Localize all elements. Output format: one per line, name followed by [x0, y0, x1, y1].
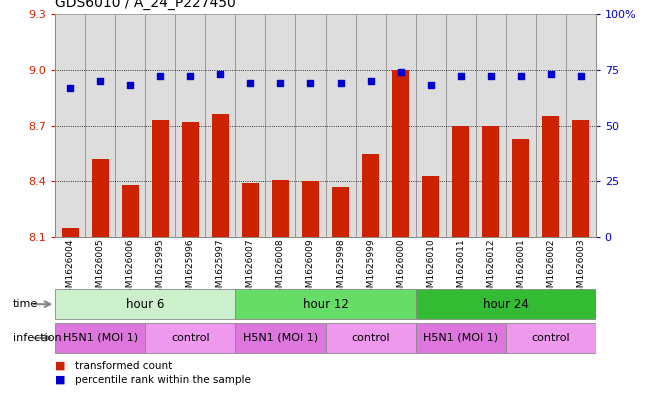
- Text: H5N1 (MOI 1): H5N1 (MOI 1): [423, 333, 498, 343]
- Bar: [152, 120, 169, 237]
- FancyBboxPatch shape: [145, 323, 236, 353]
- Point: [245, 80, 256, 86]
- Point: [155, 73, 165, 79]
- FancyBboxPatch shape: [326, 323, 415, 353]
- Point: [516, 73, 526, 79]
- FancyBboxPatch shape: [476, 14, 506, 237]
- FancyBboxPatch shape: [445, 14, 476, 237]
- Bar: [302, 182, 319, 237]
- Bar: [452, 126, 469, 237]
- FancyBboxPatch shape: [415, 14, 445, 237]
- Point: [125, 82, 135, 88]
- FancyBboxPatch shape: [236, 323, 326, 353]
- Text: ■: ■: [55, 375, 66, 385]
- Text: control: control: [171, 333, 210, 343]
- FancyBboxPatch shape: [145, 14, 175, 237]
- Point: [215, 71, 226, 77]
- FancyBboxPatch shape: [326, 14, 355, 237]
- Point: [425, 82, 436, 88]
- Point: [305, 80, 316, 86]
- Text: percentile rank within the sample: percentile rank within the sample: [75, 375, 251, 385]
- Bar: [332, 187, 349, 237]
- Bar: [542, 116, 559, 237]
- Bar: [572, 120, 589, 237]
- Bar: [422, 176, 439, 237]
- FancyBboxPatch shape: [506, 14, 536, 237]
- Bar: [393, 70, 409, 237]
- Bar: [92, 159, 109, 237]
- Bar: [212, 114, 229, 237]
- FancyBboxPatch shape: [236, 289, 415, 320]
- FancyBboxPatch shape: [55, 14, 85, 237]
- FancyBboxPatch shape: [506, 323, 596, 353]
- FancyBboxPatch shape: [236, 14, 266, 237]
- Bar: [122, 185, 139, 237]
- FancyBboxPatch shape: [566, 14, 596, 237]
- FancyBboxPatch shape: [385, 14, 415, 237]
- Point: [186, 73, 196, 79]
- Text: GDS6010 / A_24_P227450: GDS6010 / A_24_P227450: [55, 0, 236, 10]
- Text: transformed count: transformed count: [75, 361, 172, 371]
- Point: [365, 78, 376, 84]
- Bar: [512, 139, 529, 237]
- Bar: [182, 122, 199, 237]
- Text: H5N1 (MOI 1): H5N1 (MOI 1): [243, 333, 318, 343]
- FancyBboxPatch shape: [55, 289, 236, 320]
- Point: [395, 69, 406, 75]
- Text: hour 24: hour 24: [482, 298, 529, 311]
- Text: ■: ■: [55, 361, 66, 371]
- FancyBboxPatch shape: [266, 14, 296, 237]
- FancyBboxPatch shape: [415, 323, 506, 353]
- Text: control: control: [531, 333, 570, 343]
- Text: H5N1 (MOI 1): H5N1 (MOI 1): [62, 333, 138, 343]
- Text: time: time: [13, 299, 38, 309]
- Bar: [482, 126, 499, 237]
- Point: [65, 84, 76, 91]
- Point: [486, 73, 496, 79]
- Text: infection: infection: [13, 333, 62, 343]
- FancyBboxPatch shape: [85, 14, 115, 237]
- Text: hour 12: hour 12: [303, 298, 348, 311]
- Point: [335, 80, 346, 86]
- Point: [95, 78, 105, 84]
- Text: hour 6: hour 6: [126, 298, 165, 311]
- Text: control: control: [352, 333, 390, 343]
- FancyBboxPatch shape: [296, 14, 326, 237]
- Bar: [272, 180, 289, 237]
- Bar: [62, 228, 79, 237]
- FancyBboxPatch shape: [115, 14, 145, 237]
- FancyBboxPatch shape: [415, 289, 596, 320]
- Bar: [242, 183, 258, 237]
- Bar: [362, 154, 379, 237]
- FancyBboxPatch shape: [55, 323, 145, 353]
- Point: [456, 73, 466, 79]
- Point: [275, 80, 286, 86]
- FancyBboxPatch shape: [206, 14, 236, 237]
- FancyBboxPatch shape: [536, 14, 566, 237]
- FancyBboxPatch shape: [355, 14, 385, 237]
- FancyBboxPatch shape: [175, 14, 206, 237]
- Point: [546, 71, 556, 77]
- Point: [575, 73, 586, 79]
